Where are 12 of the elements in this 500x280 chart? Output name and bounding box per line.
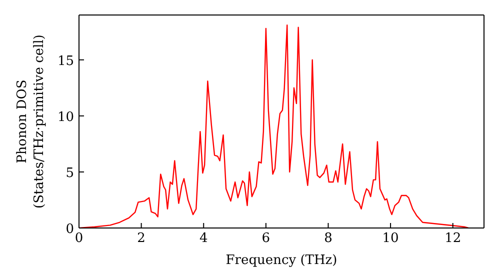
- y-tick-label: 15: [57, 54, 74, 69]
- y-axis-title: Phonon DOS (States/THz·primitive cell): [15, 34, 47, 209]
- x-tick-label: 8: [324, 231, 332, 246]
- x-tick-label: 12: [444, 231, 462, 246]
- x-tick-label: 10: [382, 231, 399, 246]
- x-axis-title: Frequency (THz): [226, 253, 338, 268]
- line-series: [79, 24, 470, 228]
- y-tick-label: 5: [66, 166, 74, 181]
- y-tick-label: 10: [57, 110, 74, 125]
- x-tick-label: 6: [262, 231, 270, 246]
- x-tick-label: 4: [199, 231, 208, 246]
- x-tick-label: 2: [137, 231, 146, 246]
